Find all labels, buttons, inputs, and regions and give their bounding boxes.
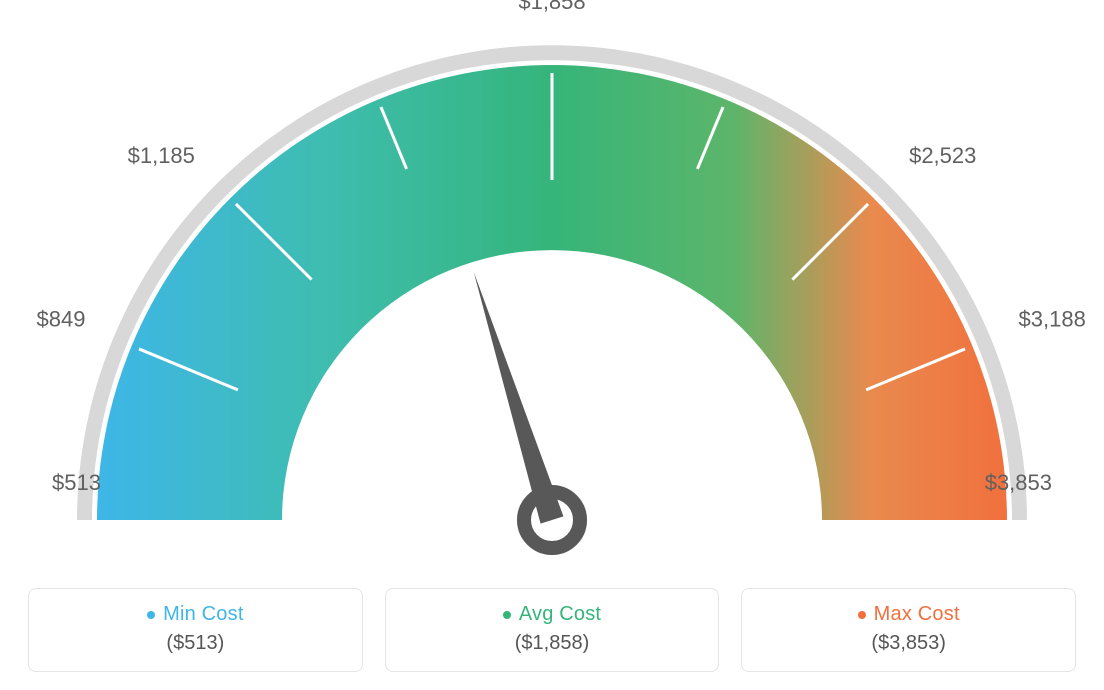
dot-icon	[147, 611, 155, 619]
gauge-svg: $513 $849 $1,185 $1,858 $2,523 $3,188 $3,853	[0, 0, 1104, 580]
legend-label: Max Cost	[874, 603, 960, 626]
legend-title-max: Max Cost	[858, 603, 960, 626]
gauge-scale-label: $513	[52, 470, 101, 495]
dot-icon	[858, 611, 866, 619]
gauge-scale-label: $3,188	[1019, 307, 1086, 332]
dot-icon	[503, 611, 511, 619]
legend-value: ($513)	[39, 632, 352, 655]
gauge-scale-label: $849	[36, 307, 85, 332]
legend-card-avg: Avg Cost ($1,858)	[385, 588, 720, 672]
gauge-scale-label: $1,858	[518, 0, 585, 14]
gauge-scale-label: $1,185	[128, 143, 195, 168]
legend-value: ($3,853)	[752, 632, 1065, 655]
legend-row: Min Cost ($513) Avg Cost ($1,858) Max Co…	[0, 588, 1104, 672]
legend-value: ($1,858)	[396, 632, 709, 655]
gauge-scale-label: $3,853	[985, 470, 1052, 495]
legend-label: Avg Cost	[519, 603, 601, 626]
gauge-scale-label: $2,523	[909, 143, 976, 168]
legend-title-avg: Avg Cost	[503, 603, 601, 626]
legend-card-max: Max Cost ($3,853)	[741, 588, 1076, 672]
legend-title-min: Min Cost	[147, 603, 244, 626]
legend-label: Min Cost	[163, 603, 244, 626]
gauge-chart: $513 $849 $1,185 $1,858 $2,523 $3,188 $3,853	[0, 0, 1104, 580]
legend-card-min: Min Cost ($513)	[28, 588, 363, 672]
